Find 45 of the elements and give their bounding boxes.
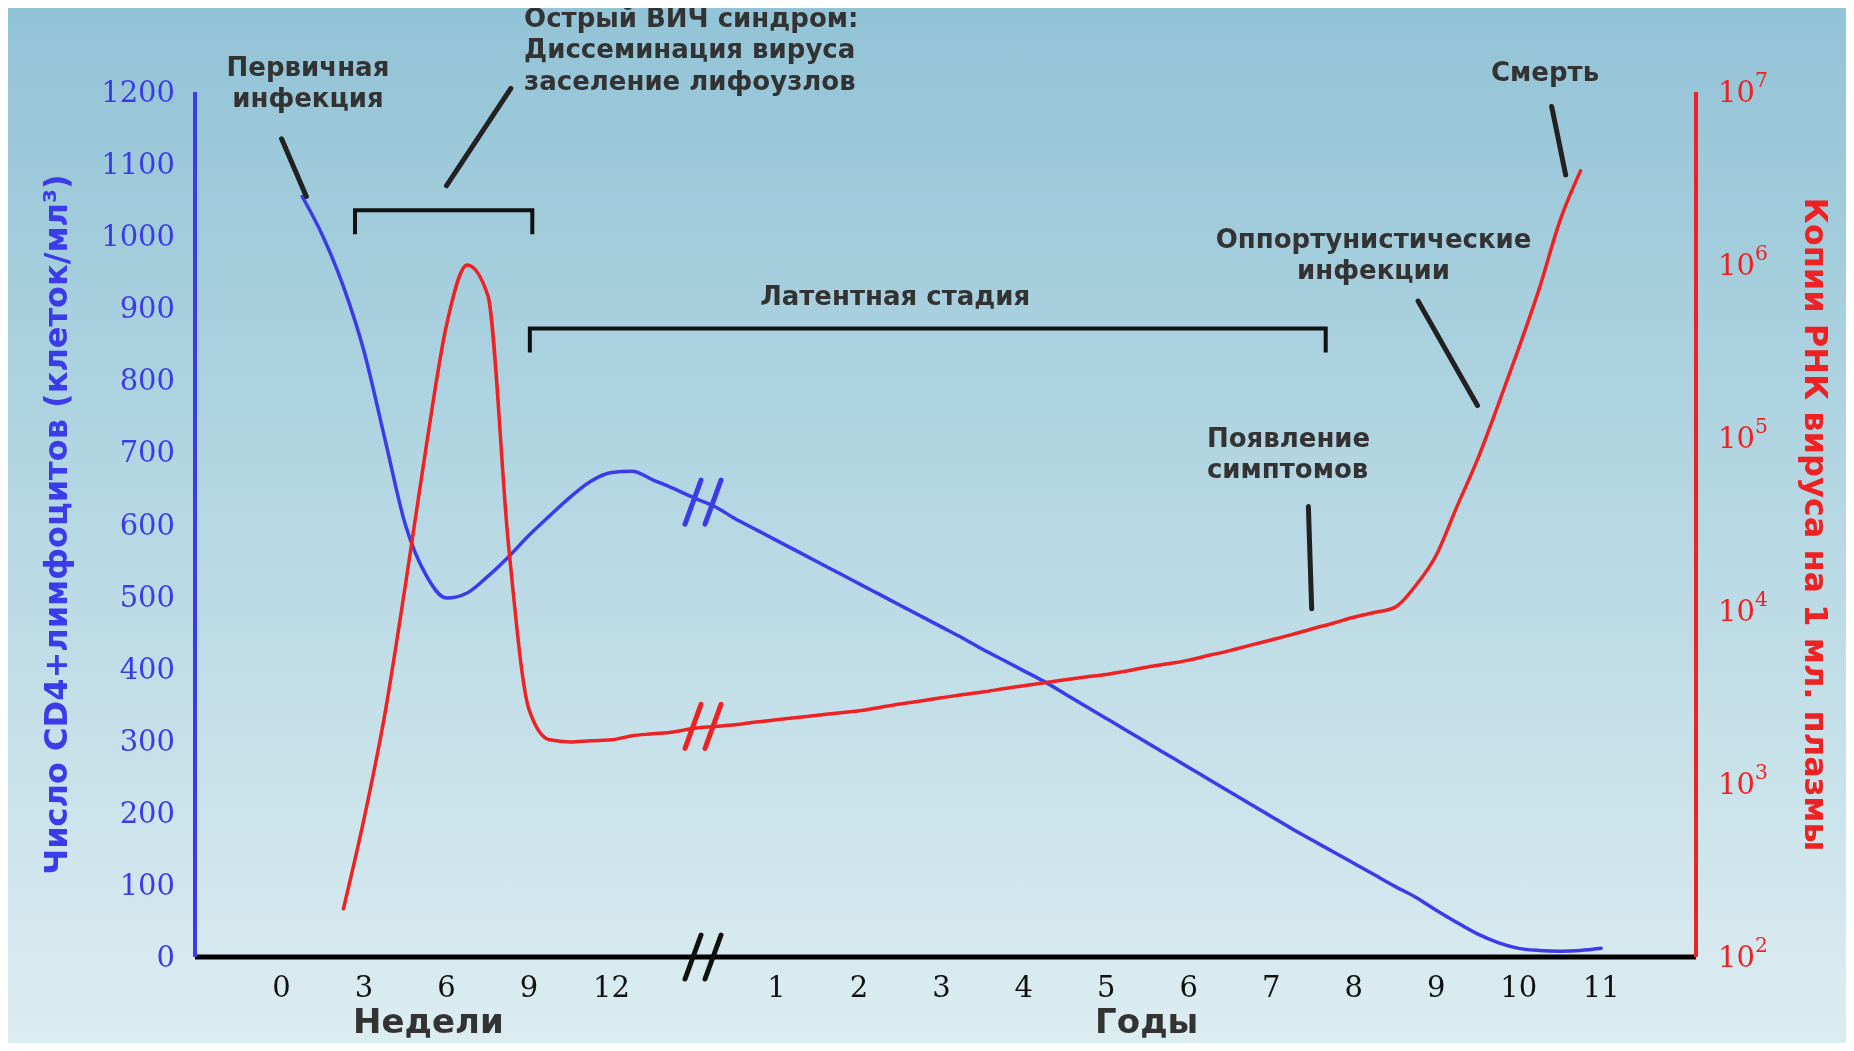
text: Смерть	[1491, 57, 1600, 88]
x-tick-label: 9	[519, 970, 539, 1004]
x-tick-label: 1	[767, 970, 786, 1004]
x-tick-label: 11	[1582, 970, 1620, 1004]
annotation: Первичная инфекция	[226, 52, 390, 114]
y-tick-label: 0	[156, 940, 175, 974]
y-tick-label: 900	[119, 291, 175, 326]
annotation: Появление симптомов	[1206, 422, 1371, 484]
y-tick-label: 500	[119, 579, 175, 614]
x-tick-label: 5	[1097, 970, 1116, 1004]
y2-tick-label: 10$^{6}$	[1718, 241, 1768, 282]
text: Недели	[353, 1001, 504, 1041]
y2-tick-label: 10$^{2}$	[1718, 933, 1768, 974]
y-tick-label: 800	[119, 363, 175, 398]
x-tick-label: 8	[1344, 970, 1363, 1004]
annotation: Острый ВИЧ синдром: Диссеминация вируса заселение лифоузлов	[524, 3, 859, 96]
y-tick-label: 200	[119, 795, 175, 830]
x-tick-label: 7	[1262, 970, 1281, 1004]
x-tick-label: 12	[593, 970, 630, 1004]
y-axis-title: Число CD4+лимфоцитов (клеток/мл³)	[37, 174, 75, 875]
y2-tick-label: 10$^{5}$	[1718, 414, 1768, 455]
y-tick-label: 300	[119, 723, 175, 758]
x-tick-label: 3	[932, 970, 951, 1004]
y2-tick-label: 10$^{4}$	[1718, 587, 1768, 628]
y2-tick-label: 10$^{7}$	[1718, 68, 1768, 109]
y-tick-label: 1000	[101, 219, 175, 254]
annotation: Латентная стадия	[760, 280, 1031, 311]
y2-axis-title: Копии РНК вируса на 1 мл. плазмы	[1797, 197, 1835, 852]
x-tick-label: 6	[437, 970, 456, 1004]
y-tick-label: 1200	[101, 75, 175, 109]
x-tick-label: 0	[272, 970, 291, 1004]
x-tick-label: 10	[1500, 970, 1538, 1004]
x-tick-label: 9	[1426, 970, 1446, 1004]
x-tick-label: 2	[849, 970, 869, 1004]
x-tick-label: 6	[1179, 970, 1199, 1004]
annotation: Оппортунистические инфекции	[1215, 223, 1532, 285]
y-tick-label: 700	[119, 435, 175, 470]
y2-tick-label: 10$^{3}$	[1718, 760, 1768, 801]
y-tick-label: 600	[119, 507, 175, 542]
y-tick-label: 400	[119, 651, 175, 686]
y-tick-label: 1100	[101, 147, 175, 182]
y-tick-label: 100	[119, 867, 175, 902]
text: Годы	[1095, 1001, 1199, 1041]
x-tick-label: 4	[1014, 970, 1034, 1004]
x-tick-label: 3	[354, 970, 374, 1004]
